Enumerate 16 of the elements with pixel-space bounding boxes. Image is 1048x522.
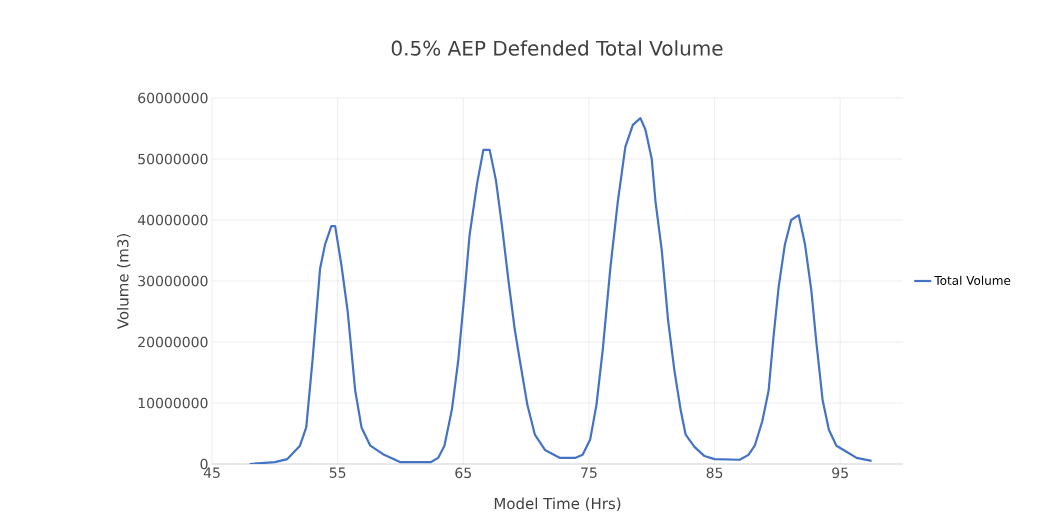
y-tick-label: 20000000: [138, 336, 208, 348]
x-tick-label: 95: [832, 467, 848, 479]
x-tick-label: 55: [329, 467, 346, 478]
line-series: [248, 117, 873, 464]
legend-label: Total Volume: [934, 275, 1011, 285]
y-tick-label: 30000000: [138, 275, 208, 287]
y-tick-label: 50000000: [138, 153, 208, 165]
y-tick-label: 10000000: [138, 397, 208, 409]
chart-title: 0.5% AEP Defended Total Volume: [391, 40, 723, 56]
x-axis-title: Model Time (Hrs): [494, 497, 621, 511]
x-tick-label: 85: [706, 467, 723, 479]
x-tick-label: 75: [581, 467, 597, 478]
y-tick-label: 60000000: [138, 92, 208, 104]
y-axis-title: Volume (m3): [116, 234, 131, 330]
x-tick-label: 65: [455, 467, 471, 479]
y-tick-label: 40000000: [137, 214, 208, 226]
